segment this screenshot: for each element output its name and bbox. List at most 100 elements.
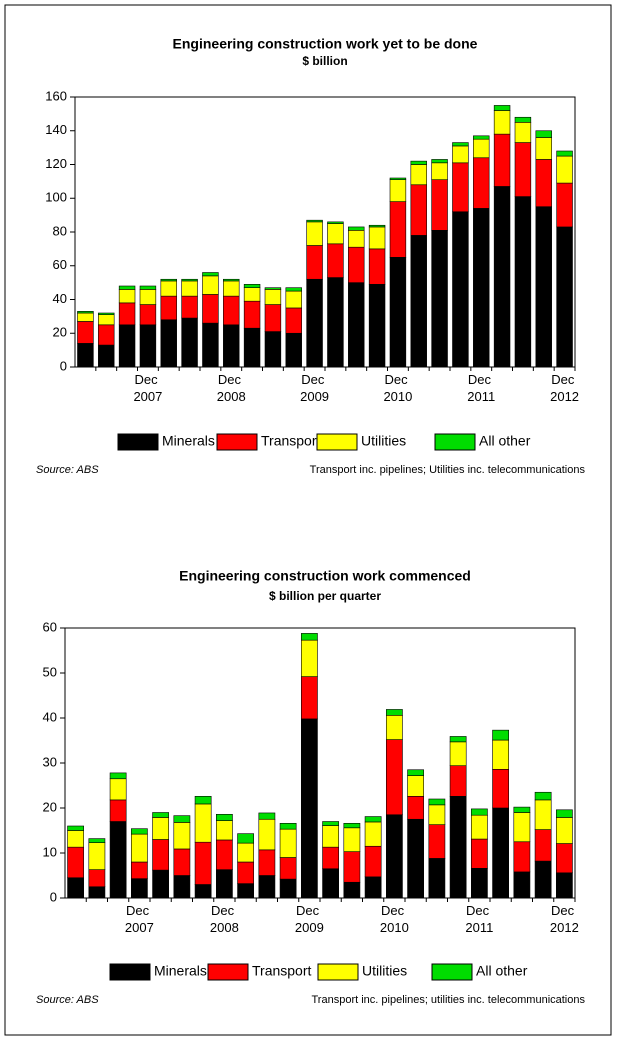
x-tick-label: Dec 2011 (465, 903, 493, 935)
bar-segment (88, 842, 106, 870)
bar-segment (428, 798, 446, 806)
bar-segment (264, 331, 282, 368)
bar-segment (534, 829, 552, 862)
x-tick-label-line: Dec (551, 372, 578, 387)
bar-segment (449, 795, 467, 899)
bar-segment (514, 122, 532, 143)
bar-segment (98, 312, 115, 315)
bar-segment (385, 709, 403, 716)
bar-segment (243, 300, 261, 329)
bar-segment (194, 884, 212, 899)
bar-segment (160, 280, 177, 297)
bar-segment (223, 324, 240, 368)
bar-segment (385, 814, 403, 899)
bar-segment (492, 807, 509, 899)
legend-swatch (316, 433, 358, 451)
bar-segment (556, 226, 573, 368)
legend-label: Transport (261, 433, 321, 449)
bar-segment (194, 803, 212, 843)
bar-segment (279, 822, 297, 830)
bar-segment (258, 849, 276, 876)
bar-segment (118, 324, 136, 368)
y-tick-label: 40 (43, 709, 57, 724)
y-tick-label: 60 (53, 257, 67, 272)
bar-segment (118, 285, 136, 290)
bar-segment (389, 177, 407, 180)
bar-segment (534, 799, 552, 830)
bar-segment (258, 812, 276, 820)
bar-segment (410, 184, 427, 236)
legend-label: Minerals (154, 963, 207, 979)
bar-segment (223, 280, 240, 297)
bar-segment (364, 821, 382, 847)
chart-subtitle: $ billion (302, 54, 347, 68)
y-tick-label: 40 (53, 291, 67, 306)
y-tick-label: 80 (53, 223, 67, 238)
x-tick-label-line: 2007 (133, 389, 162, 404)
bar-segment (327, 223, 344, 245)
y-tick-label: 30 (43, 754, 57, 769)
y-tick-label: 50 (43, 664, 57, 679)
bar-segment (470, 814, 488, 840)
bar-segment (139, 289, 157, 305)
bar-segment (181, 295, 198, 319)
bar-segment (364, 876, 382, 899)
bar-segment (131, 833, 148, 863)
bar-segment (513, 806, 531, 813)
legend-label: All other (479, 433, 531, 449)
bar-segment (258, 875, 276, 899)
bar-segment (535, 130, 552, 138)
bar-segment (343, 827, 361, 852)
plot-frame (64, 627, 576, 899)
bar-segment (223, 278, 240, 282)
bar-segment (202, 272, 219, 277)
bar-segment (431, 159, 448, 164)
bar-segment (407, 769, 424, 776)
bar-segment (152, 812, 170, 818)
y-tick-label: 120 (45, 156, 67, 171)
bar-segment (202, 322, 219, 368)
bar-segment (216, 839, 233, 870)
bar-segment (368, 284, 386, 368)
bar-segment (492, 729, 509, 741)
x-tick-label-line: 2011 (467, 389, 495, 404)
x-tick-label-line: Dec (301, 372, 328, 387)
bar-segment (216, 869, 233, 899)
bar-segment (264, 289, 282, 305)
bar-segment (300, 639, 318, 677)
bar-segment (492, 739, 509, 770)
bar-segment (492, 768, 509, 809)
bar-segment (77, 343, 94, 368)
bar-segment (428, 804, 446, 825)
y-tick-label: 20 (53, 325, 67, 340)
bar-segment (343, 881, 361, 899)
bar-segment (473, 208, 490, 368)
x-tick-label-line: Dec (296, 903, 323, 918)
bar-segment (109, 799, 127, 822)
legend-swatch (317, 963, 359, 981)
bar-segment (555, 843, 573, 874)
bar-segment (237, 861, 255, 884)
bar-segment (556, 155, 573, 184)
bar-segment (237, 833, 255, 844)
note: Transport inc. pipelines; Utilities inc.… (310, 464, 586, 476)
bar-segment (98, 344, 115, 368)
x-tick-label-line: 2009 (295, 920, 324, 935)
bar-segment (131, 828, 148, 835)
bar-segment (243, 327, 261, 368)
x-tick-label: Dec 2008 (217, 372, 246, 404)
bar-segment (109, 778, 127, 801)
legend-label: Minerals (162, 433, 215, 449)
bar-segment (181, 280, 198, 297)
y-tick-label: 10 (43, 844, 57, 859)
bar-segment (473, 135, 490, 140)
x-tick-label: Dec 2010 (380, 903, 409, 935)
bar-segment (514, 142, 532, 197)
bar-segment (452, 162, 469, 213)
x-tick-label-line: Dec (381, 903, 408, 918)
bar-segment (173, 822, 191, 850)
bar-segment (306, 221, 323, 246)
bar-segment (202, 275, 219, 295)
bar-segment (449, 765, 467, 797)
